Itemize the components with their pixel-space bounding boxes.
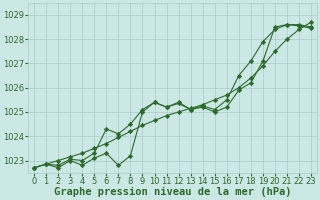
X-axis label: Graphe pression niveau de la mer (hPa): Graphe pression niveau de la mer (hPa) xyxy=(54,187,291,197)
